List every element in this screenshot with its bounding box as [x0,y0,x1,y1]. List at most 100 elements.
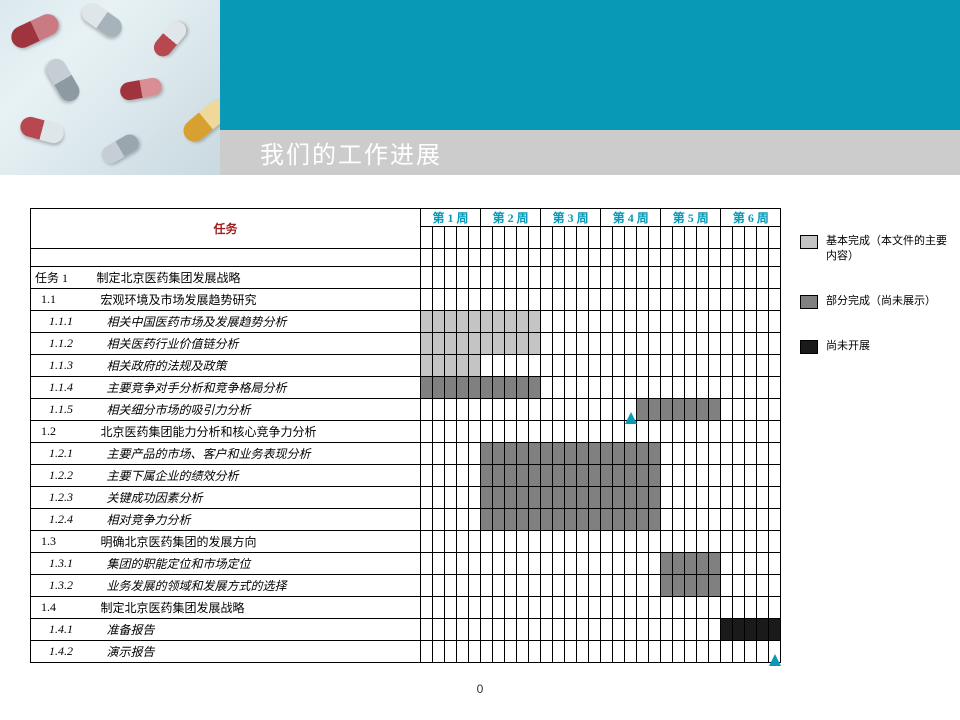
gantt-cell [721,597,733,619]
gantt-cell [589,597,601,619]
gantt-cell [517,465,529,487]
gantt-cell [541,421,553,443]
gantt-cell [445,487,457,509]
gantt-cell [697,421,709,443]
gantt-cell [469,553,481,575]
gantt-cell [637,267,649,289]
gantt-cell [565,531,577,553]
gantt-cell [697,443,709,465]
gantt-cell [481,421,493,443]
gantt-cell [589,421,601,443]
gantt-cell [541,355,553,377]
gantt-cell [433,311,445,333]
row-name: 相关细分市场的吸引力分析 [95,399,421,421]
gantt-cell [625,641,637,663]
gantt-cell [505,377,517,399]
gantt-cell [757,399,769,421]
gantt-cell [649,289,661,311]
gantt-cell [625,465,637,487]
gantt-cell [481,619,493,641]
gantt-cell [493,421,505,443]
gantt-cell [637,311,649,333]
gantt-cell [517,575,529,597]
gantt-cell [733,465,745,487]
gantt-row: 1.2.4相对竞争力分析 [31,509,781,531]
gantt-cell [745,575,757,597]
gantt-cell [481,553,493,575]
row-name: 明确北京医药集团的发展方向 [95,531,421,553]
gantt-cell [469,311,481,333]
gantt-cell [637,249,649,267]
gantt-cell [421,509,433,531]
gantt-cell [469,509,481,531]
gantt-cell [565,553,577,575]
gantt-row: 1.3明确北京医药集团的发展方向 [31,531,781,553]
gantt-cell [505,355,517,377]
gantt-cell [565,575,577,597]
gantt-cell [733,443,745,465]
gantt-cell [517,311,529,333]
gantt-cell [433,421,445,443]
gantt-cell [469,575,481,597]
gantt-cell [625,575,637,597]
gantt-cell [697,249,709,267]
row-name: 准备报告 [95,619,421,641]
gantt-cell [601,333,613,355]
gantt-cell [421,311,433,333]
gantt-cell [757,487,769,509]
gantt-cell [649,575,661,597]
gantt-cell [673,289,685,311]
gantt-cell [757,355,769,377]
gantt-cell [553,509,565,531]
header-photo [0,0,220,175]
gantt-cell [481,333,493,355]
gantt-cell [673,311,685,333]
gantt-cell [601,641,613,663]
gantt-cell [589,289,601,311]
gantt-cell [469,399,481,421]
gantt-cell [721,487,733,509]
gantt-cell [529,509,541,531]
gantt-cell [721,289,733,311]
row-id: 1.2.2 [31,465,95,487]
gantt-cell [721,443,733,465]
gantt-cell [469,531,481,553]
gantt-cell [721,575,733,597]
gantt-cell [529,531,541,553]
gantt-cell [421,443,433,465]
gantt-cell [661,249,673,267]
gantt-cell [601,267,613,289]
row-id [31,249,95,267]
gantt-cell [469,249,481,267]
gantt-cell [505,249,517,267]
gantt-cell [457,443,469,465]
gantt-cell [517,531,529,553]
gantt-cell [505,553,517,575]
gantt-cell [637,399,649,421]
gantt-cell [601,531,613,553]
gantt-cell [577,443,589,465]
gantt-cell [685,443,697,465]
gantt-cell [625,553,637,575]
gantt-cell [457,487,469,509]
gantt-cell [577,487,589,509]
row-id: 1.1 [31,289,95,311]
gantt-cell [661,641,673,663]
gantt-cell [553,421,565,443]
gantt-cell [757,619,769,641]
gantt-cell [697,641,709,663]
gantt-cell [481,377,493,399]
gantt-cell [445,311,457,333]
gantt-cell [481,597,493,619]
gantt-cell [553,377,565,399]
gantt-cell [421,267,433,289]
gantt-cell [517,249,529,267]
gantt-cell [589,641,601,663]
col-header-week-1: 第 1 周 [421,209,481,227]
gantt-cell [577,355,589,377]
row-id: 1.1.5 [31,399,95,421]
gantt-cell [517,355,529,377]
gantt-cell [541,509,553,531]
gantt-cell [637,333,649,355]
gantt-cell [709,267,721,289]
